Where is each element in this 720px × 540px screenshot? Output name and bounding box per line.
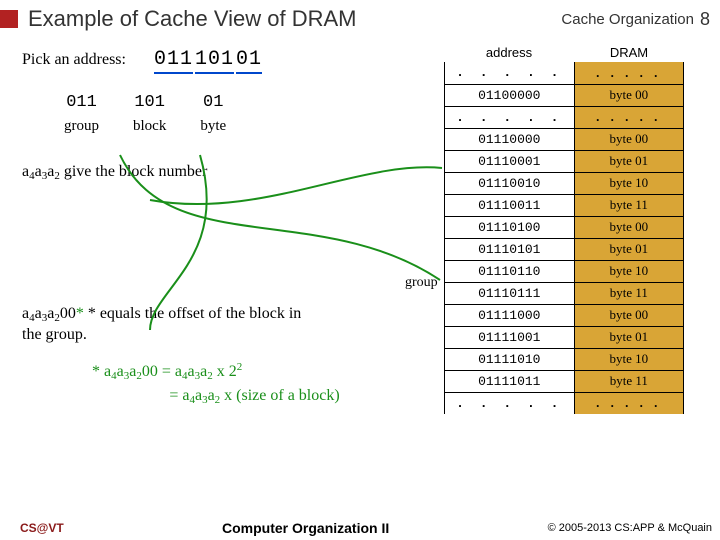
table-row-dots: . . . . . (574, 62, 683, 84)
footer-center: Computer Organization II (64, 520, 548, 536)
footer-left: CS@VT (0, 521, 64, 535)
table-row-addr: 01111011 (445, 370, 575, 392)
table-row-dots: . . . . . (574, 106, 683, 128)
cell-byte-bits: 01 (184, 91, 242, 114)
table-row-addr: 01111000 (445, 304, 575, 326)
asterisk: * (76, 305, 84, 322)
slide-title: Example of Cache View of DRAM (28, 6, 561, 32)
table-row-dots: . . . . . (445, 392, 575, 414)
eq-lhs: a4a3a2 (104, 363, 142, 380)
equation-block: * a4a3a200 = a4a3a2 x 22 * a4a3a200 = a4… (92, 360, 427, 408)
table-row-addr: 01110101 (445, 238, 575, 260)
table-row-addr: 01110011 (445, 194, 575, 216)
table-row-val: byte 11 (574, 282, 683, 304)
table-row-val: byte 01 (574, 326, 683, 348)
offset-statement: a4a3a200* * equals the offset of the blo… (22, 303, 427, 346)
cell-group-bits: 011 (48, 91, 115, 114)
a4a3a2-span: a4a3a2 (22, 163, 60, 180)
a4a3a2-00-span: a4a3a200 (22, 305, 76, 322)
table-row-val: byte 11 (574, 194, 683, 216)
table-row-addr: 01110111 (445, 282, 575, 304)
cell-block-label: block (117, 116, 182, 137)
header-bullet (0, 10, 18, 28)
section-label: Cache Organization (561, 11, 694, 28)
dram-col-address: address (444, 43, 574, 62)
table-row-val: byte 01 (574, 238, 683, 260)
table-row-dots: . . . . . (574, 392, 683, 414)
table-row-val: byte 01 (574, 150, 683, 172)
table-row-val: byte 10 (574, 172, 683, 194)
slide-footer: CS@VT Computer Organization II © 2005-20… (0, 520, 720, 536)
address-bits: 01110101 (154, 48, 262, 71)
content-left: Pick an address: 01110101 011 101 01 gro… (22, 48, 427, 408)
eq-asterisk: * (92, 363, 104, 380)
table-row-val: byte 00 (574, 84, 683, 106)
table-row-addr: 01110000 (445, 128, 575, 150)
table-row-addr: 01110001 (445, 150, 575, 172)
table-row-addr: 01111010 (445, 348, 575, 370)
eq1-rhs: a4a3a2 (175, 363, 213, 380)
table-row-addr: 01100000 (445, 84, 575, 106)
dram-panel: address DRAM . . . . .. . . . .01100000b… (444, 43, 714, 414)
bits-block: 101 (195, 48, 234, 74)
table-row-addr: 01111001 (445, 326, 575, 348)
table-row-val: byte 00 (574, 304, 683, 326)
eq-exponent: 2 (237, 361, 243, 373)
cell-byte-label: byte (184, 116, 242, 137)
table-row-val: byte 00 (574, 128, 683, 150)
table-row-val: byte 10 (574, 260, 683, 282)
bits-group: 011 (154, 48, 193, 74)
dram-col-dram: DRAM (574, 43, 684, 62)
bits-byte: 01 (236, 48, 262, 74)
pick-address-label: Pick an address: (22, 51, 126, 69)
table-row-addr: 01110110 (445, 260, 575, 282)
cell-block-bits: 101 (117, 91, 182, 114)
dram-table: . . . . .. . . . .01100000byte 00. . . .… (444, 62, 684, 414)
table-row-addr: 01110100 (445, 216, 575, 238)
group-pointer-label: group (405, 275, 438, 291)
table-row-val: byte 10 (574, 348, 683, 370)
cell-group-label: group (48, 116, 115, 137)
footer-right: © 2005-2013 CS:APP & McQuain (548, 522, 720, 534)
table-row-val: byte 11 (574, 370, 683, 392)
page-number: 8 (700, 9, 710, 30)
eq2-rhs: a4a3a2 (182, 387, 220, 404)
table-row-addr: 01110010 (445, 172, 575, 194)
slide-header: Example of Cache View of DRAM Cache Orga… (0, 0, 720, 38)
table-row-dots: . . . . . (445, 62, 575, 84)
bits-breakdown-table: 011 101 01 group block byte (46, 89, 244, 139)
table-row-val: byte 00 (574, 216, 683, 238)
table-row-dots: . . . . . (445, 106, 575, 128)
block-number-statement: a4a3a2 give the block number (22, 161, 427, 183)
